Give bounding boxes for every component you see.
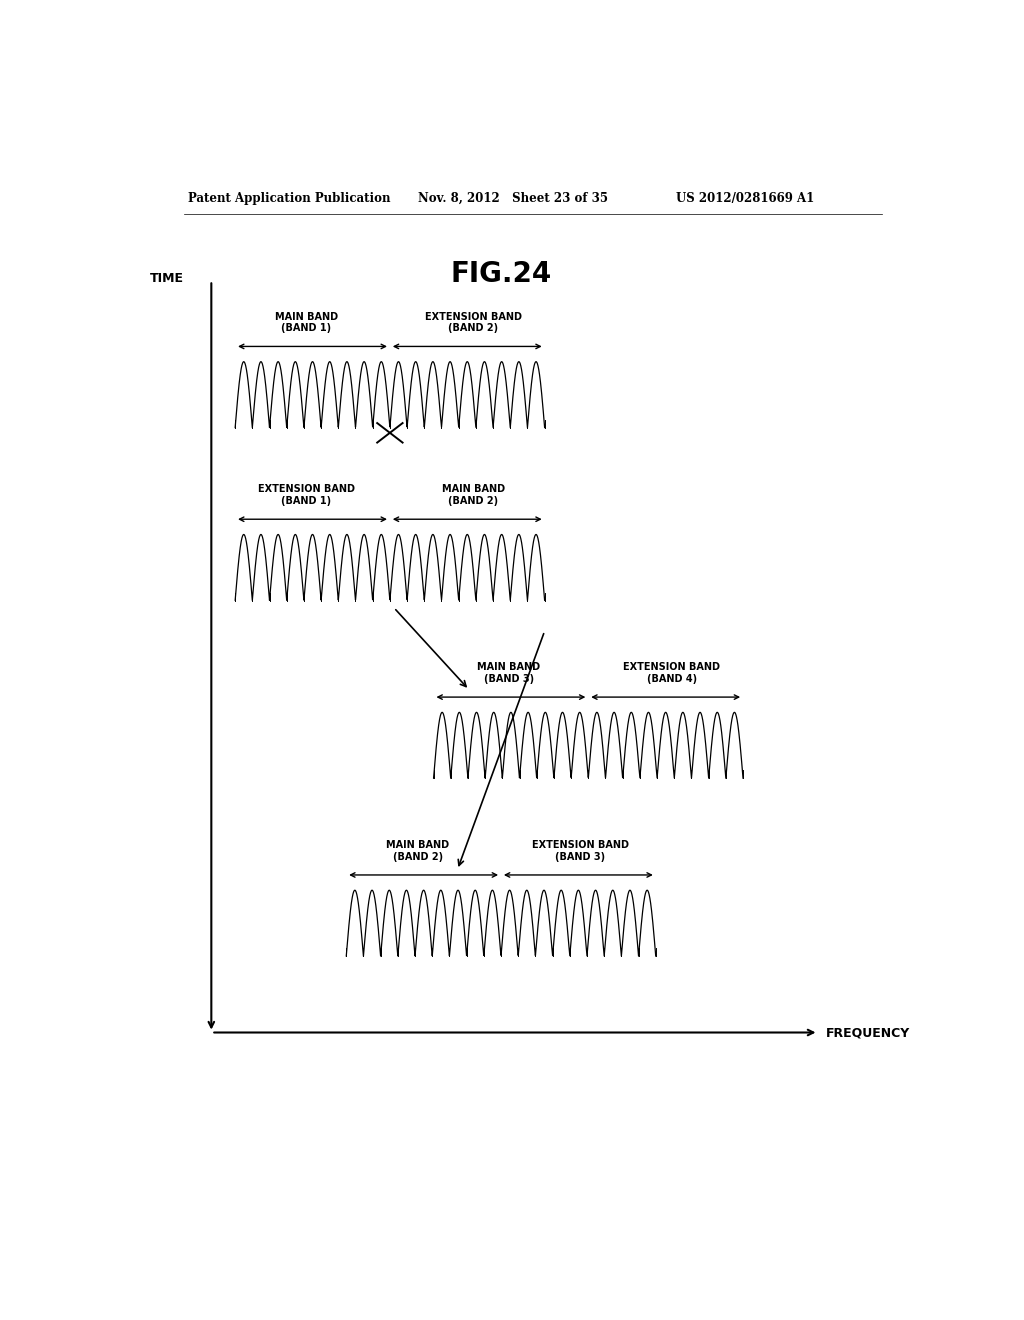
Text: FIG.24: FIG.24 <box>451 260 552 288</box>
Text: MAIN BAND
(BAND 3): MAIN BAND (BAND 3) <box>477 663 541 684</box>
Text: FREQUENCY: FREQUENCY <box>826 1026 910 1039</box>
Text: Nov. 8, 2012   Sheet 23 of 35: Nov. 8, 2012 Sheet 23 of 35 <box>418 193 607 205</box>
Text: US 2012/0281669 A1: US 2012/0281669 A1 <box>676 193 814 205</box>
Text: EXTENSION BAND
(BAND 3): EXTENSION BAND (BAND 3) <box>531 840 629 862</box>
Text: EXTENSION BAND
(BAND 2): EXTENSION BAND (BAND 2) <box>425 312 521 333</box>
Text: MAIN BAND
(BAND 2): MAIN BAND (BAND 2) <box>386 840 450 862</box>
Text: Patent Application Publication: Patent Application Publication <box>187 193 390 205</box>
Text: EXTENSION BAND
(BAND 4): EXTENSION BAND (BAND 4) <box>624 663 720 684</box>
Text: MAIN BAND
(BAND 1): MAIN BAND (BAND 1) <box>275 312 338 333</box>
Text: EXTENSION BAND
(BAND 1): EXTENSION BAND (BAND 1) <box>258 484 355 506</box>
Text: TIME: TIME <box>150 272 183 285</box>
Text: MAIN BAND
(BAND 2): MAIN BAND (BAND 2) <box>441 484 505 506</box>
